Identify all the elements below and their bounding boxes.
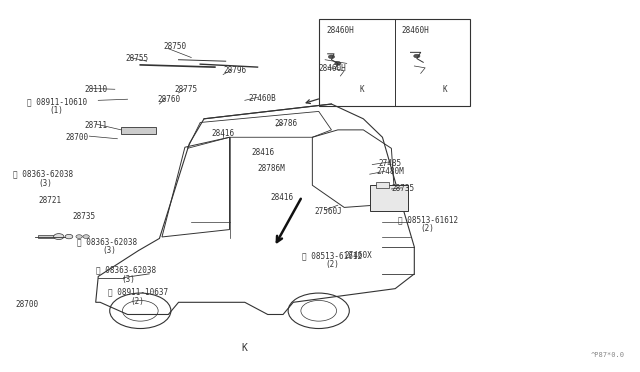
- Text: 28735: 28735: [73, 212, 96, 221]
- Text: 28700: 28700: [65, 133, 88, 142]
- Text: (2): (2): [420, 224, 435, 233]
- Text: 28760: 28760: [157, 95, 180, 104]
- Text: Ⓢ 08363-62038: Ⓢ 08363-62038: [77, 238, 137, 247]
- Text: 28460H: 28460H: [319, 64, 346, 73]
- Text: 27560J: 27560J: [315, 206, 342, 216]
- Text: 27480M: 27480M: [376, 167, 404, 176]
- Text: 28700: 28700: [15, 300, 38, 310]
- Text: 28460H: 28460H: [326, 26, 354, 35]
- Text: 28750: 28750: [164, 42, 187, 51]
- Circle shape: [54, 234, 64, 240]
- Text: 28786: 28786: [274, 119, 297, 128]
- Text: (1): (1): [49, 106, 63, 115]
- Text: 28416: 28416: [251, 148, 275, 157]
- Text: K: K: [442, 85, 447, 94]
- Circle shape: [328, 55, 335, 59]
- Text: 28460H: 28460H: [401, 26, 429, 35]
- Text: Ⓢ 08363-62038: Ⓢ 08363-62038: [96, 266, 156, 275]
- Text: Ⓝ 08911-10637: Ⓝ 08911-10637: [108, 288, 168, 297]
- Bar: [376, 182, 389, 188]
- Text: K: K: [360, 85, 364, 94]
- Text: (3): (3): [38, 179, 52, 187]
- Circle shape: [83, 235, 90, 238]
- Circle shape: [76, 235, 83, 238]
- Text: ^P87*0.0: ^P87*0.0: [591, 352, 625, 358]
- Text: 28711: 28711: [84, 121, 108, 129]
- Text: 27460X: 27460X: [344, 251, 372, 260]
- Text: Ⓢ 08513-61612: Ⓢ 08513-61612: [397, 215, 458, 224]
- Circle shape: [413, 54, 420, 58]
- Text: 28416: 28416: [270, 193, 293, 202]
- Text: Ⓝ 08911-10610: Ⓝ 08911-10610: [27, 97, 87, 106]
- Bar: [121, 127, 156, 134]
- Text: 27485: 27485: [379, 158, 402, 168]
- Bar: [370, 185, 408, 211]
- Text: K: K: [242, 343, 248, 353]
- Text: 28110: 28110: [84, 85, 108, 94]
- Text: 28721: 28721: [38, 196, 61, 205]
- Text: Ⓢ 08363-62038: Ⓢ 08363-62038: [13, 170, 73, 179]
- Text: Ⓢ 08513-61612: Ⓢ 08513-61612: [302, 251, 362, 260]
- Circle shape: [65, 234, 73, 239]
- Text: (2): (2): [130, 297, 144, 306]
- Circle shape: [335, 62, 341, 65]
- Bar: [319, 19, 470, 106]
- Text: 27460B: 27460B: [248, 94, 276, 103]
- Text: 28416: 28416: [212, 129, 235, 138]
- Text: (3): (3): [102, 246, 116, 255]
- Text: 28775: 28775: [175, 85, 198, 94]
- Bar: [38, 235, 54, 238]
- Text: 28796: 28796: [223, 66, 246, 75]
- Text: 28786M: 28786M: [257, 164, 285, 173]
- Text: (2): (2): [325, 260, 339, 269]
- Text: 28755: 28755: [125, 54, 148, 63]
- Text: (3): (3): [121, 275, 135, 283]
- Text: 28735: 28735: [392, 185, 415, 193]
